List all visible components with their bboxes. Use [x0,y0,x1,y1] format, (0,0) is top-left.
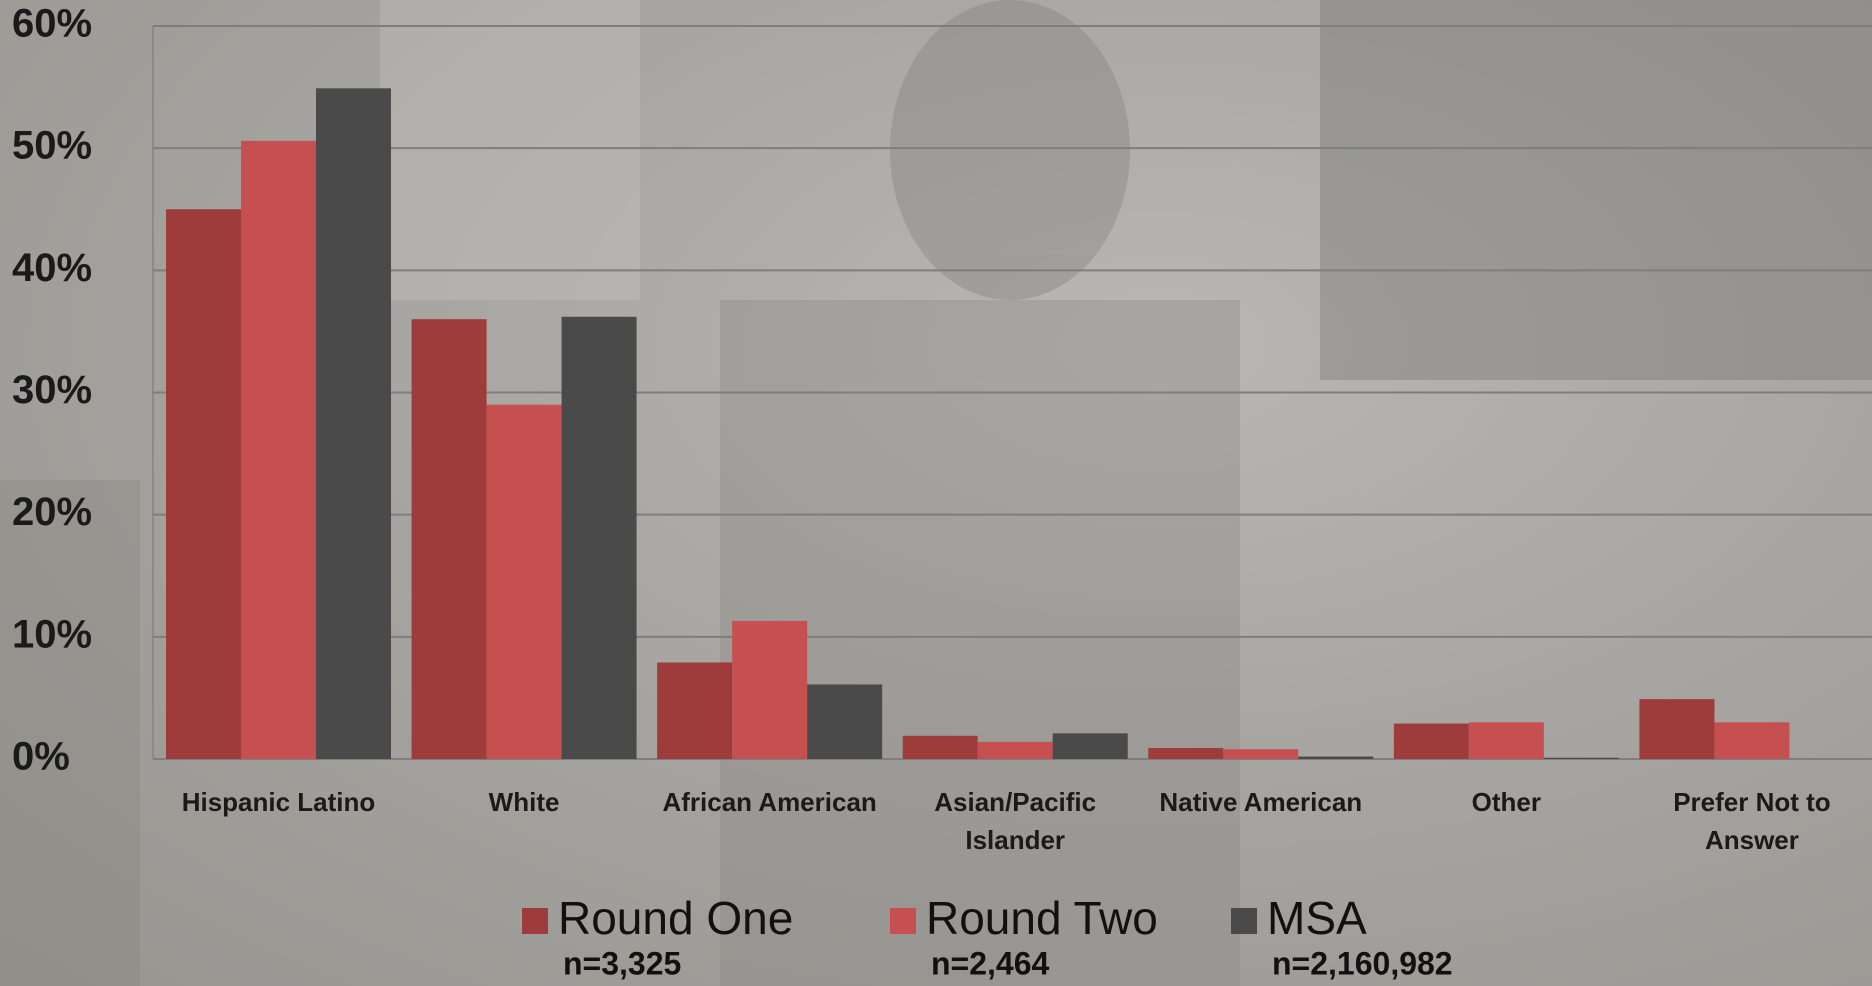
legend-label: Round One [558,892,793,944]
y-tick-label: 50% [12,124,92,168]
x-tick-label: Prefer Not to Answer [1631,783,1872,859]
bar [1148,748,1223,759]
x-tick-label: White [403,783,645,821]
y-tick-label: 40% [12,246,92,290]
bar [903,736,978,759]
x-tick-label: Other [1386,783,1628,821]
legend-sample-size: n=2,160,982 [1272,945,1453,981]
bar [562,317,637,759]
y-tick-label: 0% [12,735,70,779]
bar [657,662,732,759]
y-tick-label: 60% [12,2,92,46]
bar [1394,724,1469,759]
bar [412,319,487,759]
bar [166,209,241,759]
bar [1223,749,1298,759]
x-tick-label: Native American [1140,783,1382,821]
screenshot: 0% 10% 20% 30% 40% 50% 60% Round Onen=3,325 Roun… [0,0,1872,986]
legend-label: Round Two [926,892,1158,944]
x-tick-label: Asian/Pacific Islander [894,783,1136,859]
y-tick-label: 20% [12,490,92,534]
legend-swatch [522,908,548,934]
bar [1469,722,1544,759]
legend-swatch [1231,908,1257,934]
bar [978,742,1053,759]
bar [487,405,562,759]
bar [732,621,807,759]
bar [1639,699,1714,759]
y-tick-label: 10% [12,612,92,656]
bar [1544,758,1619,759]
bar [807,684,882,759]
x-tick-label: African American [649,783,891,821]
legend-swatch [890,908,916,934]
legend-sample-size: n=3,325 [563,945,681,981]
legend-label: MSA [1267,892,1367,944]
legend-sample-size: n=2,464 [931,945,1050,981]
bar [241,141,316,759]
bar [316,88,391,759]
x-tick-label: Hispanic Latino [158,783,400,821]
y-tick-label: 30% [12,368,92,412]
bar [1714,722,1789,759]
bar [1053,733,1128,759]
bar [1298,757,1373,759]
